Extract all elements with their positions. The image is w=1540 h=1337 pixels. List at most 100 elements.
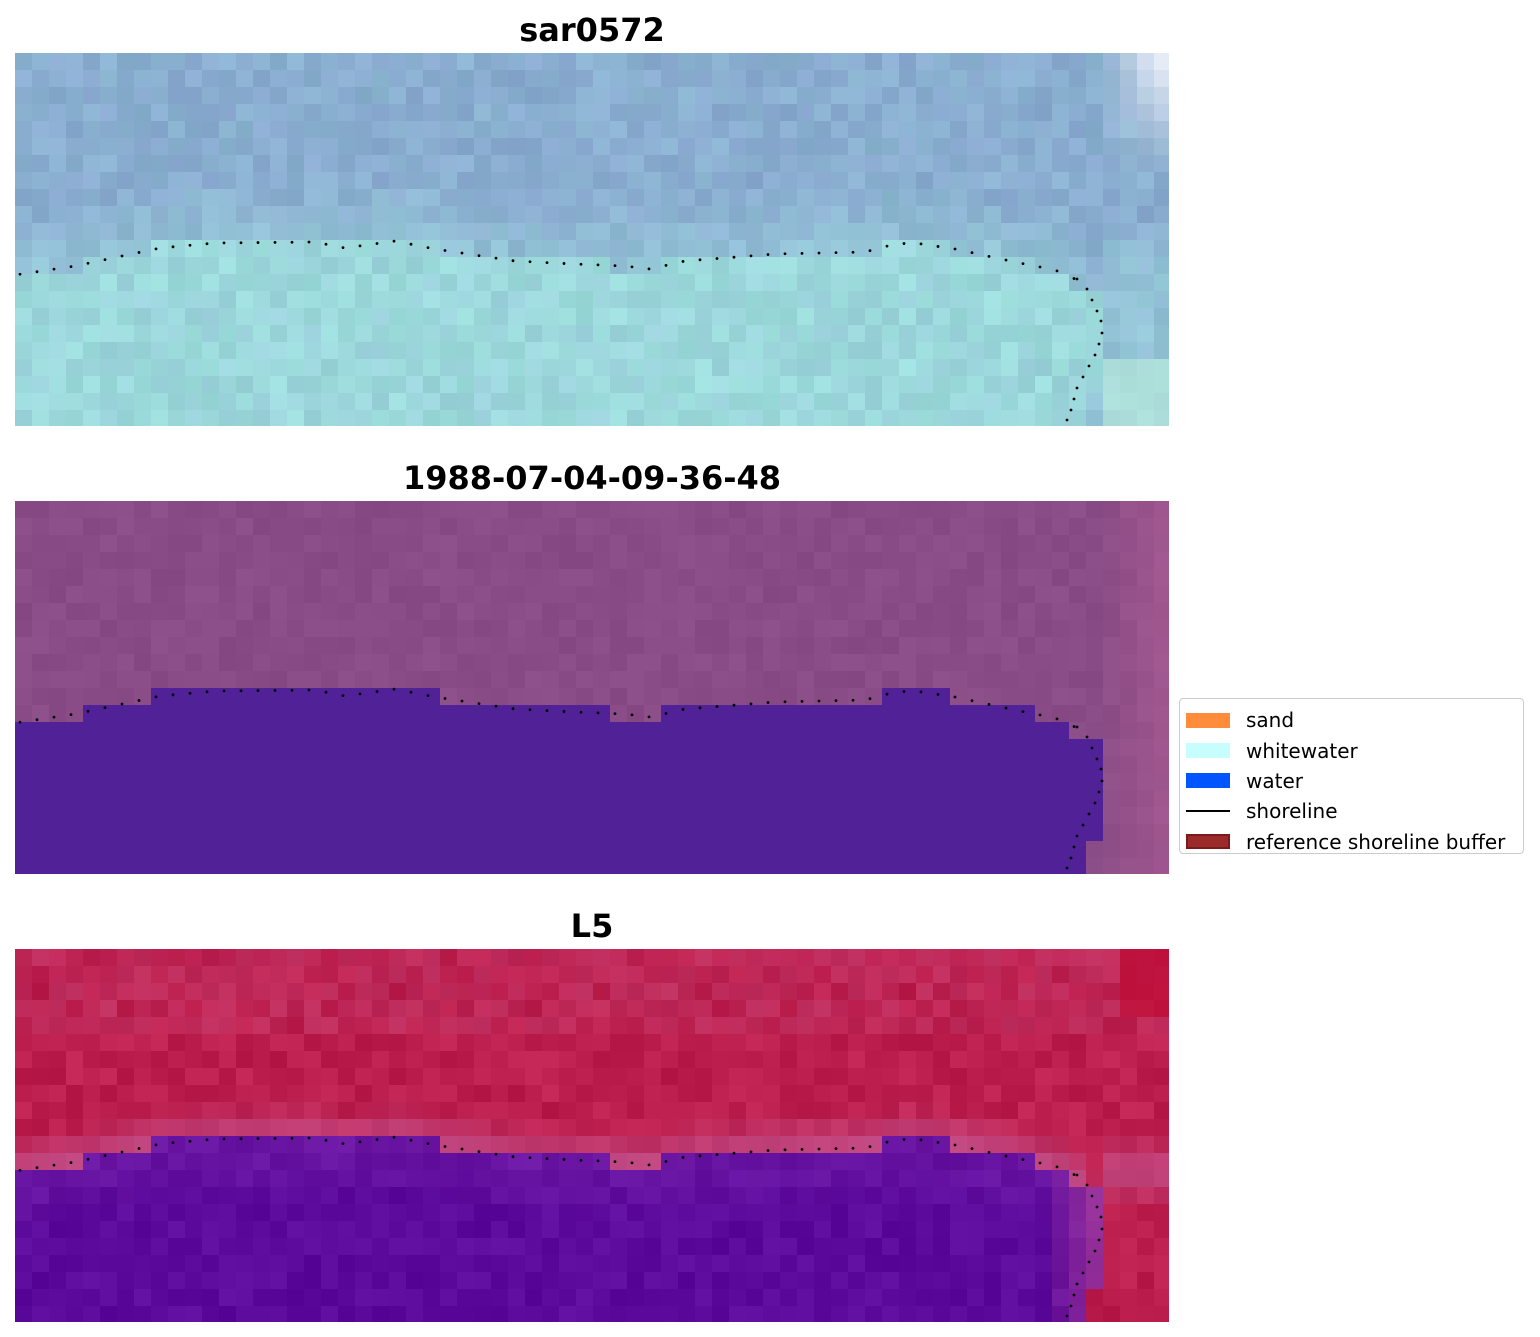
image-pixel (355, 501, 372, 518)
image-pixel (865, 1289, 882, 1306)
image-pixel (712, 1221, 729, 1238)
image-pixel (1103, 1119, 1120, 1136)
image-pixel (695, 671, 712, 688)
image-pixel (797, 535, 814, 552)
image-pixel (321, 53, 338, 70)
image-pixel (797, 393, 814, 410)
image-pixel (848, 824, 865, 841)
image-pixel (984, 1119, 1001, 1136)
image-pixel (848, 705, 865, 722)
image-pixel (1103, 1102, 1120, 1119)
image-pixel (66, 206, 83, 223)
image-pixel (66, 53, 83, 70)
shoreline-dot (1093, 1249, 1097, 1253)
image-pixel (1035, 53, 1052, 70)
image-pixel (712, 841, 729, 858)
image-pixel (814, 756, 831, 773)
shoreline-dot (171, 245, 175, 249)
image-pixel (542, 790, 559, 807)
image-pixel (32, 1221, 49, 1238)
image-pixel (49, 325, 66, 342)
image-pixel (389, 739, 406, 756)
image-pixel (491, 189, 508, 206)
image-pixel (1137, 603, 1154, 620)
image-pixel (610, 773, 627, 790)
image-pixel (950, 1068, 967, 1085)
shoreline-dot (1090, 746, 1094, 750)
image-pixel (712, 53, 729, 70)
image-pixel (644, 586, 661, 603)
image-pixel (865, 1119, 882, 1136)
shoreline-dot (1093, 353, 1097, 357)
image-pixel (695, 1187, 712, 1204)
image-pixel (916, 274, 933, 291)
image-pixel (338, 1068, 355, 1085)
image-pixel (1120, 807, 1137, 824)
image-pixel (66, 841, 83, 858)
image-pixel (66, 1102, 83, 1119)
image-pixel (559, 620, 576, 637)
image-pixel (763, 552, 780, 569)
image-pixel (967, 53, 984, 70)
shoreline-dot (630, 713, 634, 717)
image-pixel (83, 1272, 100, 1289)
image-pixel (916, 756, 933, 773)
image-pixel (185, 342, 202, 359)
image-pixel (1086, 121, 1103, 138)
image-pixel (83, 671, 100, 688)
image-pixel (100, 858, 117, 874)
image-pixel (185, 620, 202, 637)
image-pixel (389, 342, 406, 359)
image-pixel (202, 722, 219, 739)
image-pixel (1120, 121, 1137, 138)
image-pixel (474, 240, 491, 257)
image-pixel (899, 586, 916, 603)
image-pixel (338, 586, 355, 603)
image-pixel (423, 308, 440, 325)
image-pixel (576, 376, 593, 393)
image-pixel (338, 1000, 355, 1017)
image-pixel (882, 155, 899, 172)
image-pixel (83, 756, 100, 773)
image-pixel (1137, 240, 1154, 257)
image-pixel (168, 966, 185, 983)
image-pixel (1103, 206, 1120, 223)
image-pixel (168, 1085, 185, 1102)
image-pixel (1137, 501, 1154, 518)
image-pixel (423, 1221, 440, 1238)
image-pixel (83, 1119, 100, 1136)
image-pixel (406, 206, 423, 223)
image-pixel (406, 1136, 423, 1153)
image-pixel (610, 1187, 627, 1204)
image-pixel (372, 654, 389, 671)
image-pixel (1018, 155, 1035, 172)
image-pixel (678, 1153, 695, 1170)
image-pixel (1154, 535, 1169, 552)
image-pixel (848, 756, 865, 773)
image-pixel (1018, 240, 1035, 257)
image-pixel (372, 535, 389, 552)
image-pixel (287, 949, 304, 966)
shoreline-dot (1075, 725, 1079, 729)
image-pixel (797, 756, 814, 773)
image-pixel (661, 223, 678, 240)
image-pixel (491, 1119, 508, 1136)
image-pixel (542, 325, 559, 342)
image-pixel (610, 291, 627, 308)
image-pixel (491, 1000, 508, 1017)
image-pixel (49, 155, 66, 172)
image-pixel (627, 739, 644, 756)
image-pixel (746, 87, 763, 104)
image-pixel (763, 376, 780, 393)
image-pixel (610, 1238, 627, 1255)
image-pixel (168, 1255, 185, 1272)
image-pixel (338, 1221, 355, 1238)
image-pixel (1035, 1136, 1052, 1153)
image-pixel (134, 637, 151, 654)
image-pixel (185, 1289, 202, 1306)
image-pixel (729, 637, 746, 654)
image-pixel (151, 223, 168, 240)
image-pixel (559, 223, 576, 240)
image-pixel (814, 1051, 831, 1068)
image-pixel (644, 983, 661, 1000)
